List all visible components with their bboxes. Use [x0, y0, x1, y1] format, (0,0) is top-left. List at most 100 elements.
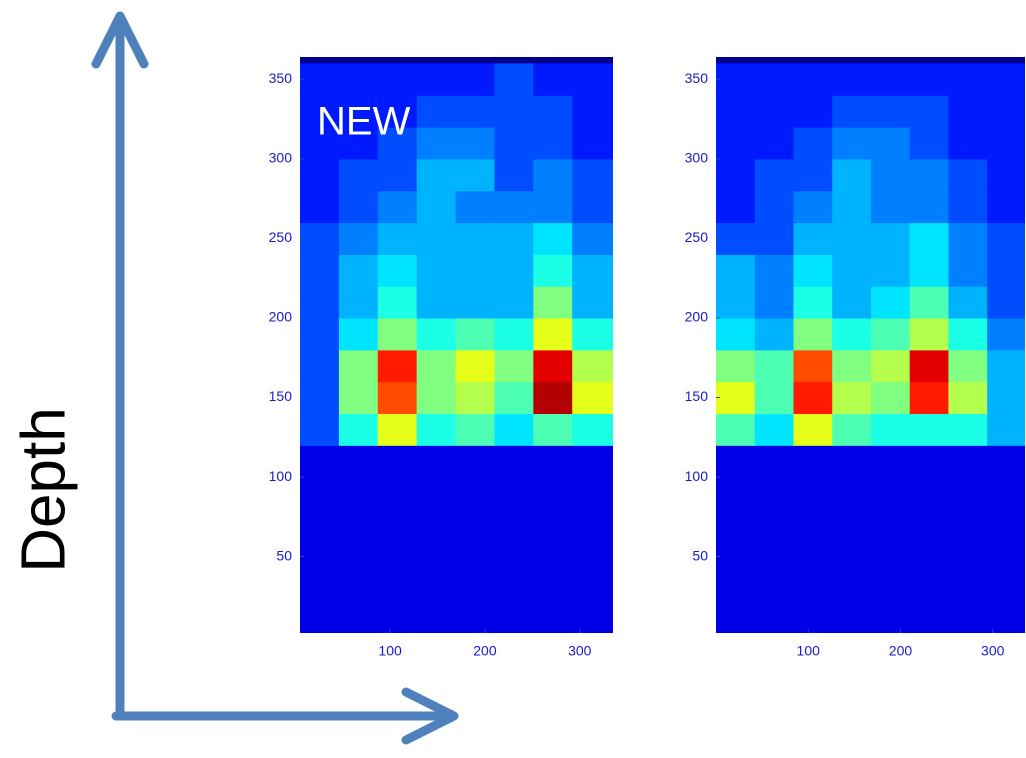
- heatmap-cell: [339, 573, 378, 605]
- heatmap-cell: [339, 509, 378, 541]
- heatmap-cell: [948, 95, 987, 127]
- x-tick-label: 100: [378, 643, 402, 659]
- heatmap-cell: [948, 350, 987, 382]
- heatmap-cell: [494, 127, 533, 159]
- heatmap-cell: [755, 254, 794, 286]
- heatmap-cell: [378, 350, 417, 382]
- heatmap-cell: [339, 286, 378, 318]
- heatmap-cell: [987, 222, 1025, 254]
- heatmap-cell: [871, 159, 910, 191]
- heatmap-cell: [832, 318, 871, 350]
- heatmap-cell: [572, 604, 613, 636]
- heatmap-cell: [417, 159, 456, 191]
- heatmap-cell: [832, 604, 871, 636]
- heatmap-cell: [832, 286, 871, 318]
- heatmap-cell: [456, 318, 495, 350]
- heatmap-cell: [456, 509, 495, 541]
- y-tick-label: 200: [269, 309, 293, 325]
- heatmap-cell: [793, 127, 832, 159]
- heatmap-cell: [339, 604, 378, 636]
- heatmap-cell: [456, 159, 495, 191]
- heatmap-cell: [755, 191, 794, 223]
- heatmap-cell: [417, 222, 456, 254]
- heatmap-cell: [987, 286, 1025, 318]
- heatmap-cell: [871, 95, 910, 127]
- heatmap-cell: [417, 604, 456, 636]
- heatmap-cell: [948, 573, 987, 605]
- heatmap-cell: [456, 573, 495, 605]
- heatmap-cell: [300, 604, 339, 636]
- heatmap-cell: [948, 222, 987, 254]
- heatmap-cell: [716, 573, 755, 605]
- heatmap-cell: [533, 509, 572, 541]
- heatmap-cell: [378, 222, 417, 254]
- heatmap-cell: [417, 95, 456, 127]
- heatmap-cell: [987, 318, 1025, 350]
- heatmap-cell: [417, 127, 456, 159]
- heatmap-cell: [871, 477, 910, 509]
- heatmap-cell: [378, 541, 417, 573]
- heatmap-cell: [456, 445, 495, 477]
- heatmap-cell: [910, 413, 949, 445]
- heatmap-cell: [987, 191, 1025, 223]
- heatmap-cell: [871, 573, 910, 605]
- heatmap-cell: [910, 541, 949, 573]
- heatmap-cell: [910, 95, 949, 127]
- x-tick-label: 200: [473, 643, 497, 659]
- heatmap-cell: [533, 541, 572, 573]
- heatmap-cell: [716, 382, 755, 414]
- heatmap-cell: [832, 127, 871, 159]
- heatmap-cell: [378, 191, 417, 223]
- heatmap-cell: [300, 350, 339, 382]
- heatmap-cell: [417, 573, 456, 605]
- heatmap-cell: [987, 477, 1025, 509]
- heatmap-cell: [910, 286, 949, 318]
- heatmap-cell: [378, 445, 417, 477]
- heatmap-cell: [572, 382, 613, 414]
- heatmap-cell: [871, 509, 910, 541]
- heatmap-cell: [456, 286, 495, 318]
- heatmap-cell: [378, 254, 417, 286]
- heatmap-cell: [716, 127, 755, 159]
- heatmap-cell: [572, 318, 613, 350]
- heatmap-cell: [910, 159, 949, 191]
- heatmap-cell: [755, 159, 794, 191]
- heatmap-cell: [832, 541, 871, 573]
- heatmap-cell: [755, 286, 794, 318]
- heatmap-cell: [755, 382, 794, 414]
- heatmap-cell: [533, 254, 572, 286]
- heatmap: [300, 57, 614, 637]
- heatmap-cell: [948, 286, 987, 318]
- heatmap-cell: [910, 604, 949, 636]
- heatmap-cell: [793, 318, 832, 350]
- heatmap-cell: [793, 477, 832, 509]
- heatmap-cell: [755, 413, 794, 445]
- heatmap-cell: [948, 127, 987, 159]
- y-tick-label: 200: [685, 309, 709, 325]
- heatmap-cell: [339, 191, 378, 223]
- heatmap-cell: [572, 509, 613, 541]
- heatmap-cell: [716, 604, 755, 636]
- heatmap-cell: [832, 573, 871, 605]
- heatmap-cell: [300, 573, 339, 605]
- heatmap-cell: [339, 541, 378, 573]
- heatmap-cell: [533, 95, 572, 127]
- heatmap-cell: [456, 127, 495, 159]
- heatmap-cell: [871, 191, 910, 223]
- heatmap-cell: [494, 254, 533, 286]
- heatmap-cell: [871, 254, 910, 286]
- heatmap-cell: [793, 541, 832, 573]
- heatmap-cell: [572, 95, 613, 127]
- heatmap-cell: [533, 191, 572, 223]
- heatmap-cell: [572, 63, 613, 95]
- heatmap-cell: [793, 191, 832, 223]
- heatmap-cell: [300, 159, 339, 191]
- heatmap-cell: [417, 445, 456, 477]
- heatmap-cell: [572, 159, 613, 191]
- y-tick-label: 150: [269, 388, 293, 404]
- heatmap-cell: [572, 413, 613, 445]
- heatmap-cell: [832, 445, 871, 477]
- heatmap-cell: [339, 222, 378, 254]
- heatmap-cell: [533, 604, 572, 636]
- heatmap-cell: [948, 63, 987, 95]
